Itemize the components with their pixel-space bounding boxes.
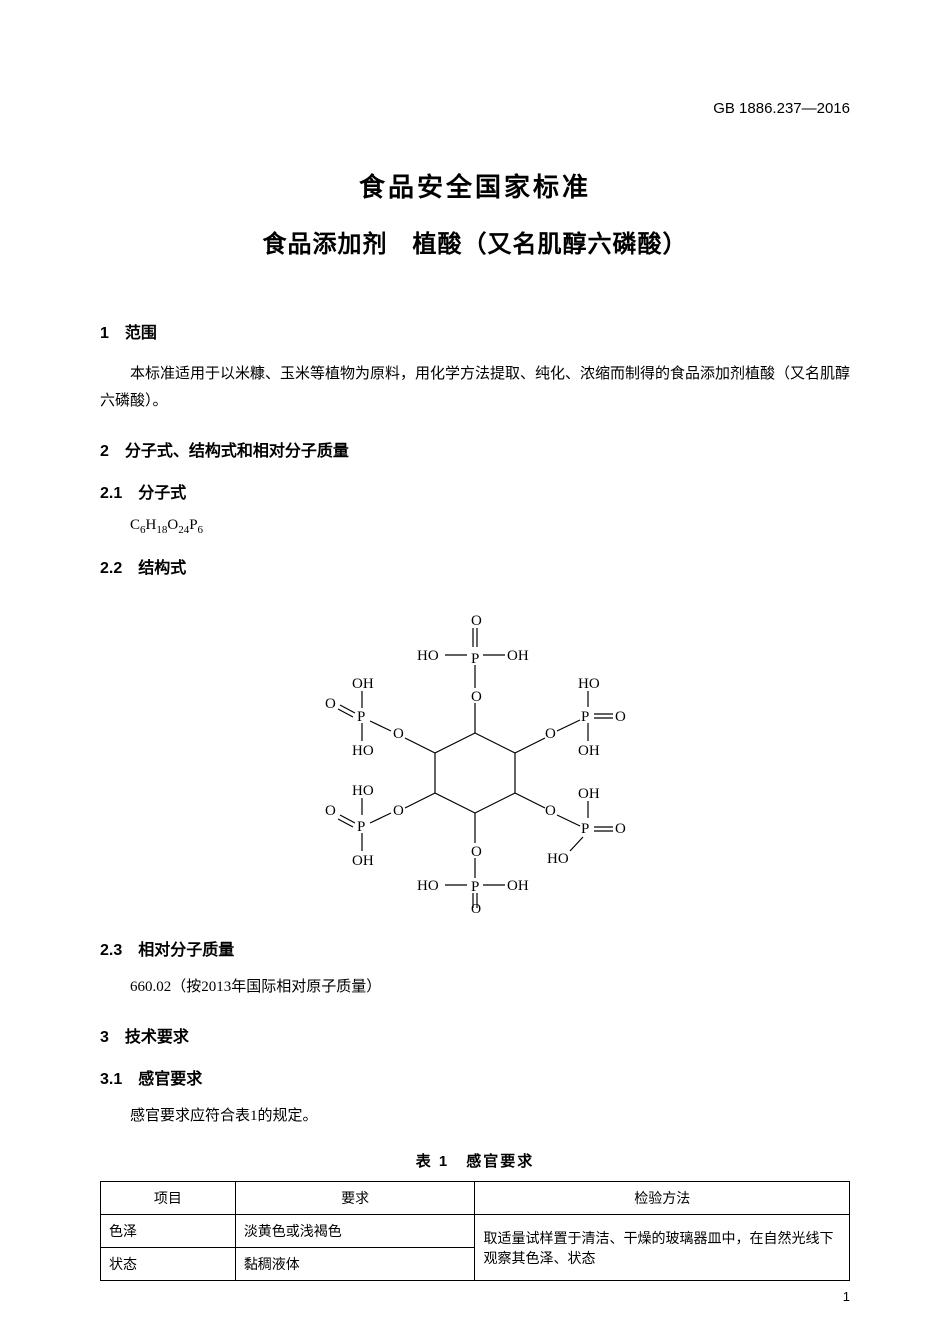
svg-text:OH: OH [507,878,529,894]
svg-text:O: O [545,726,556,742]
svg-text:OH: OH [507,648,529,664]
section-1-heading: 1 范围 [100,319,850,343]
svg-text:O: O [471,689,482,705]
svg-text:P: P [357,819,365,835]
main-title: 食品安全国家标准 [100,167,850,204]
svg-text:OH: OH [352,853,374,869]
cell-requirement: 淡黄色或浅褐色 [235,1215,475,1248]
svg-text:O: O [545,803,556,819]
page-number: 1 [100,1289,850,1304]
cell-item: 状态 [101,1248,236,1281]
molecular-formula: C6H18O24P6 [130,517,850,536]
svg-text:O: O [325,803,336,819]
table-header-requirement: 要求 [235,1182,475,1215]
svg-text:P: P [581,821,589,837]
section-2-3-heading: 2.3 相对分子质量 [100,936,850,960]
svg-text:OH: OH [578,743,600,759]
svg-text:P: P [471,879,479,895]
sub-title: 食品添加剂 植酸（又名肌醇六磷酸） [100,224,850,259]
svg-text:HO: HO [352,783,374,799]
svg-text:O: O [393,726,404,742]
svg-text:O: O [471,844,482,860]
table-1-caption: 表 1 感官要求 [100,1150,850,1171]
section-2-3-body: 660.02（按2013年国际相对原子质量） [100,974,850,1001]
section-3-1-heading: 3.1 感官要求 [100,1065,850,1089]
cell-requirement: 黏稠液体 [235,1248,475,1281]
table-header-row: 项目 要求 检验方法 [101,1182,850,1215]
table-header-method: 检验方法 [475,1182,850,1215]
sensory-requirements-table: 项目 要求 检验方法 色泽 淡黄色或浅褐色 取适量试样置于清洁、干燥的玻璃器皿中… [100,1181,850,1281]
svg-text:HO: HO [547,851,569,867]
table-row: 色泽 淡黄色或浅褐色 取适量试样置于清洁、干燥的玻璃器皿中，在自然光线下观察其色… [101,1215,850,1248]
svg-text:P: P [357,709,365,725]
svg-text:O: O [325,696,336,712]
table-header-item: 项目 [101,1182,236,1215]
section-2-heading: 2 分子式、结构式和相对分子质量 [100,437,850,461]
cell-item: 色泽 [101,1215,236,1248]
svg-text:HO: HO [352,743,374,759]
svg-text:P: P [471,651,479,667]
svg-text:HO: HO [578,676,600,692]
page-container: GB 1886.237—2016 食品安全国家标准 食品添加剂 植酸（又名肌醇六… [0,0,950,1344]
svg-text:O: O [471,613,482,629]
structural-formula-diagram: O P HO OH O O P HO O [100,593,850,918]
section-3-1-body: 感官要求应符合表1的规定。 [100,1103,850,1130]
standard-code: GB 1886.237—2016 [100,100,850,117]
cell-method-merged: 取适量试样置于清洁、干燥的玻璃器皿中，在自然光线下观察其色泽、状态 [475,1215,850,1281]
section-1-body: 本标准适用于以米糠、玉米等植物为原料，用化学方法提取、纯化、浓缩而制得的食品添加… [100,361,850,415]
phytic-acid-structure-svg: O P HO OH O O P HO O [295,593,655,913]
svg-text:O: O [615,821,626,837]
svg-text:HO: HO [417,648,439,664]
svg-text:O: O [615,709,626,725]
svg-text:OH: OH [578,786,600,802]
section-2-2-heading: 2.2 结构式 [100,554,850,578]
svg-text:P: P [581,709,589,725]
section-2-1-heading: 2.1 分子式 [100,479,850,503]
svg-text:HO: HO [417,878,439,894]
section-3-heading: 3 技术要求 [100,1023,850,1047]
svg-text:OH: OH [352,676,374,692]
svg-text:O: O [471,902,481,913]
svg-text:O: O [393,803,404,819]
